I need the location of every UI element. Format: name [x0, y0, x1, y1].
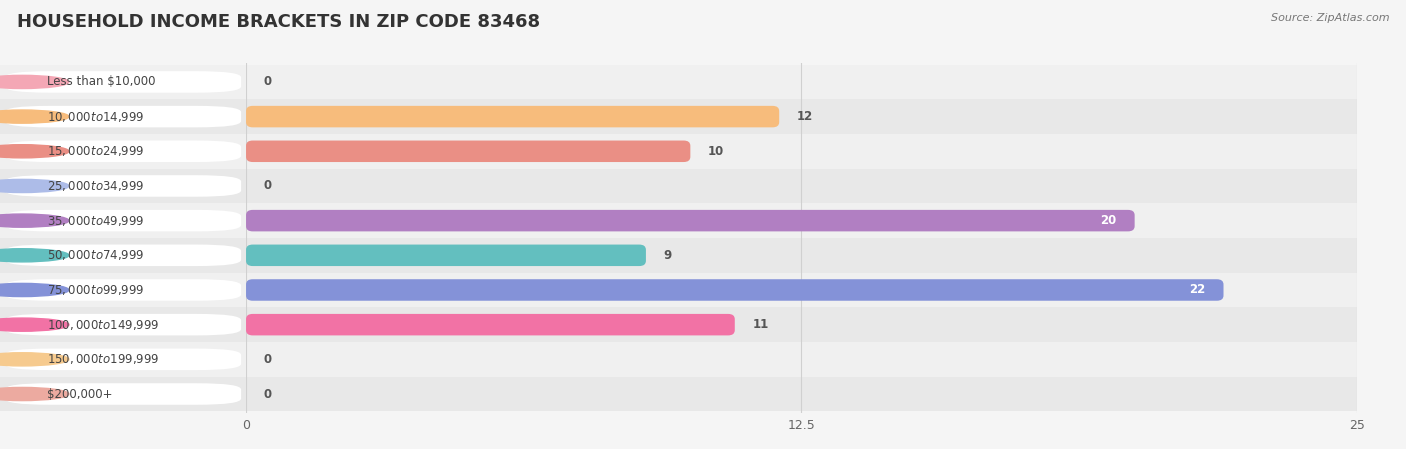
FancyBboxPatch shape [4, 71, 242, 92]
Bar [246, 377, 1357, 411]
Text: $25,000 to $34,999: $25,000 to $34,999 [46, 179, 145, 193]
Text: 20: 20 [1101, 214, 1116, 227]
Text: $200,000+: $200,000+ [46, 387, 112, 401]
Bar [246, 134, 1357, 169]
FancyBboxPatch shape [4, 245, 242, 266]
Text: 12: 12 [797, 110, 813, 123]
Circle shape [0, 318, 69, 331]
Circle shape [0, 283, 69, 297]
FancyBboxPatch shape [4, 348, 242, 370]
FancyBboxPatch shape [246, 106, 779, 128]
Text: Source: ZipAtlas.com: Source: ZipAtlas.com [1271, 13, 1389, 23]
Circle shape [0, 179, 69, 193]
Bar [0, 273, 246, 307]
Text: $75,000 to $99,999: $75,000 to $99,999 [46, 283, 145, 297]
Bar [0, 99, 246, 134]
Text: $10,000 to $14,999: $10,000 to $14,999 [46, 110, 145, 123]
FancyBboxPatch shape [4, 279, 242, 301]
FancyBboxPatch shape [4, 106, 242, 128]
FancyBboxPatch shape [4, 383, 242, 405]
Text: $100,000 to $149,999: $100,000 to $149,999 [46, 317, 159, 332]
Text: $15,000 to $24,999: $15,000 to $24,999 [46, 144, 145, 158]
Bar [246, 238, 1357, 273]
Text: 22: 22 [1189, 283, 1206, 296]
Text: 0: 0 [264, 387, 271, 401]
Text: HOUSEHOLD INCOME BRACKETS IN ZIP CODE 83468: HOUSEHOLD INCOME BRACKETS IN ZIP CODE 83… [17, 13, 540, 31]
FancyBboxPatch shape [4, 314, 242, 335]
Bar [0, 238, 246, 273]
Text: 0: 0 [264, 353, 271, 366]
FancyBboxPatch shape [246, 314, 735, 335]
FancyBboxPatch shape [246, 245, 645, 266]
Bar [246, 169, 1357, 203]
Circle shape [0, 249, 69, 262]
FancyBboxPatch shape [246, 210, 1135, 231]
Bar [246, 307, 1357, 342]
Text: 0: 0 [264, 75, 271, 88]
Text: $35,000 to $49,999: $35,000 to $49,999 [46, 214, 145, 228]
Bar [0, 203, 246, 238]
Text: Less than $10,000: Less than $10,000 [46, 75, 155, 88]
FancyBboxPatch shape [4, 141, 242, 162]
FancyBboxPatch shape [246, 141, 690, 162]
FancyBboxPatch shape [4, 175, 242, 197]
Bar [246, 342, 1357, 377]
Text: 11: 11 [752, 318, 769, 331]
Bar [0, 307, 246, 342]
Circle shape [0, 387, 69, 401]
FancyBboxPatch shape [246, 279, 1223, 301]
Text: $150,000 to $199,999: $150,000 to $199,999 [46, 352, 159, 366]
Bar [0, 377, 246, 411]
Bar [0, 134, 246, 169]
Bar [246, 99, 1357, 134]
Circle shape [0, 110, 69, 123]
Bar [0, 342, 246, 377]
Circle shape [0, 214, 69, 227]
Circle shape [0, 353, 69, 366]
Bar [246, 203, 1357, 238]
Text: 9: 9 [664, 249, 672, 262]
FancyBboxPatch shape [4, 210, 242, 231]
Text: 0: 0 [264, 180, 271, 193]
Bar [246, 65, 1357, 99]
Bar [246, 273, 1357, 307]
Circle shape [0, 75, 69, 88]
Circle shape [0, 145, 69, 158]
Text: $50,000 to $74,999: $50,000 to $74,999 [46, 248, 145, 262]
Bar [0, 65, 246, 99]
Bar [0, 169, 246, 203]
Text: 10: 10 [709, 145, 724, 158]
